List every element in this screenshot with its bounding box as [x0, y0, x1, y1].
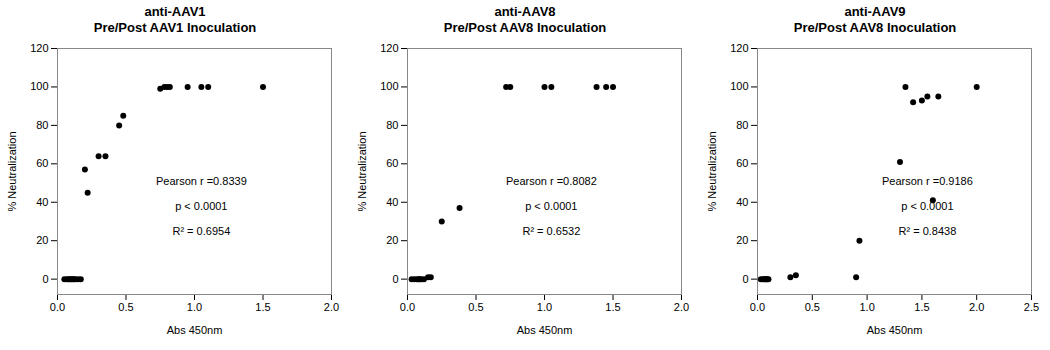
- svg-text:120: 120: [380, 42, 398, 54]
- svg-text:0.0: 0.0: [400, 301, 415, 313]
- svg-text:100: 100: [380, 80, 398, 92]
- svg-text:p < 0.0001: p < 0.0001: [175, 200, 227, 212]
- svg-text:1.5: 1.5: [255, 301, 270, 313]
- html-text:Pre/Post AAV8 Inoculation: Pre/Post AAV8 Inoculation: [793, 20, 957, 35]
- svg-text:Abs 450nm: Abs 450nm: [167, 324, 223, 336]
- svg-text:40: 40: [736, 196, 748, 208]
- svg-text:% Neutralization: % Neutralization: [706, 131, 718, 211]
- svg-text:100: 100: [30, 80, 48, 92]
- svg-text:0.0: 0.0: [50, 301, 65, 313]
- svg-text:Pearson r =0.8082: Pearson r =0.8082: [506, 175, 597, 187]
- svg-text:80: 80: [386, 119, 398, 131]
- svg-text:80: 80: [736, 119, 748, 131]
- svg-text:R² = 0.6954: R² = 0.6954: [172, 225, 230, 237]
- svg-text:0.5: 0.5: [468, 301, 483, 313]
- html-text:anti-AAV8: anti-AAV8: [494, 4, 556, 19]
- svg-text:80: 80: [36, 119, 48, 131]
- svg-text:20: 20: [386, 234, 398, 246]
- svg-text:100: 100: [730, 80, 748, 92]
- html-text:anti-AAV9: anti-AAV9: [844, 4, 906, 19]
- svg-text:2.0: 2.0: [324, 301, 339, 313]
- svg-text:60: 60: [36, 157, 48, 169]
- svg-text:60: 60: [736, 157, 748, 169]
- svg-text:Abs 450nm: Abs 450nm: [517, 324, 573, 336]
- svg-text:1.0: 1.0: [187, 301, 202, 313]
- svg-text:120: 120: [30, 42, 48, 54]
- svg-text:60: 60: [386, 157, 398, 169]
- svg-text:Pearson r =0.9186: Pearson r =0.9186: [882, 175, 973, 187]
- svg-text:0.0: 0.0: [750, 301, 765, 313]
- svg-text:p < 0.0001: p < 0.0001: [901, 200, 953, 212]
- svg-text:1.5: 1.5: [914, 301, 929, 313]
- svg-text:0.5: 0.5: [805, 301, 820, 313]
- svg-text:% Neutralization: % Neutralization: [356, 131, 368, 211]
- html-text:Pre/Post AAV1 Inoculation: Pre/Post AAV1 Inoculation: [93, 20, 257, 35]
- svg-text:1.5: 1.5: [605, 301, 620, 313]
- svg-text:40: 40: [36, 196, 48, 208]
- svg-text:0: 0: [392, 273, 398, 285]
- svg-text:0.5: 0.5: [118, 301, 133, 313]
- svg-text:120: 120: [730, 42, 748, 54]
- svg-text:20: 20: [736, 234, 748, 246]
- svg-text:2.0: 2.0: [674, 301, 689, 313]
- svg-text:R² = 0.6532: R² = 0.6532: [522, 225, 580, 237]
- html-text:Pre/Post AAV8 Inoculation: Pre/Post AAV8 Inoculation: [443, 20, 607, 35]
- svg-text:1.0: 1.0: [537, 301, 552, 313]
- svg-text:0: 0: [742, 273, 748, 285]
- svg-text:0: 0: [42, 273, 48, 285]
- svg-text:40: 40: [386, 196, 398, 208]
- svg-text:p < 0.0001: p < 0.0001: [525, 200, 577, 212]
- svg-text:R² = 0.8438: R² = 0.8438: [898, 225, 956, 237]
- svg-text:1.0: 1.0: [859, 301, 874, 313]
- svg-text:2.0: 2.0: [969, 301, 984, 313]
- svg-text:Pearson r =0.8339: Pearson r =0.8339: [156, 175, 247, 187]
- svg-text:20: 20: [36, 234, 48, 246]
- html-text:anti-AAV1: anti-AAV1: [144, 4, 206, 19]
- svg-text:Abs 450nm: Abs 450nm: [867, 324, 923, 336]
- svg-text:% Neutralization: % Neutralization: [6, 131, 18, 211]
- svg-text:2.5: 2.5: [1024, 301, 1039, 313]
